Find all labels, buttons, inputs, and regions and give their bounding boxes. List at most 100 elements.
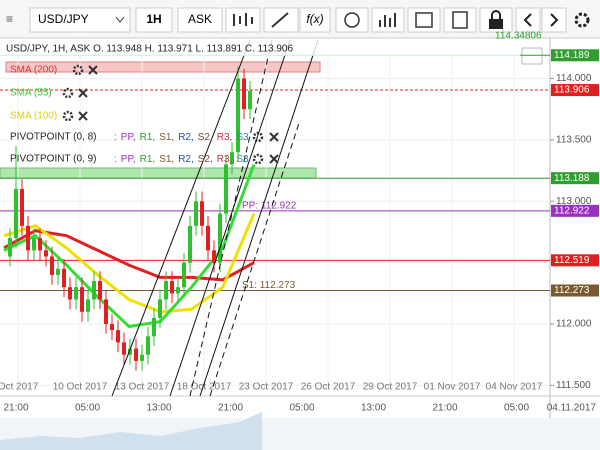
info-button[interactable] [335,7,369,33]
settings-icon[interactable] [574,12,590,28]
pivot-item: R2, [178,154,194,165]
time-label: 21:00 [218,403,243,414]
price-badge [551,204,599,217]
indicator-button[interactable] [371,7,405,33]
pivot-item: R1, [140,132,156,143]
pivot-item: S3 [236,132,249,143]
remove-icon[interactable] [78,88,88,98]
date-label: 29 Oct 2017 [363,382,418,393]
calendar-icon [415,12,433,28]
gear-icon[interactable] [252,131,264,143]
price-badge [551,284,599,297]
gear-icon[interactable] [252,153,264,165]
fx-button[interactable] [299,7,331,33]
candle-body [116,330,120,343]
remove-icon[interactable] [269,154,279,164]
next-button[interactable] [541,7,567,33]
candle-body [218,213,222,263]
candle-body [74,287,78,300]
price-badge [551,49,599,62]
y-tick-label: 112.000 [556,319,592,330]
y-tick-label: 111.500 [556,380,591,391]
pivot-item: PP, [121,154,136,165]
remove-icon[interactable] [78,111,88,121]
calendar-button[interactable] [407,7,441,33]
channel-line [111,39,319,397]
candle-body [194,201,198,226]
candle-body [230,152,234,165]
channel-dash [189,39,301,397]
pivot-item: R1, [140,154,156,165]
pivot-item: S2, [198,154,213,165]
prev-button[interactable] [515,7,541,33]
candle-body [14,188,18,239]
ma-line [3,212,256,314]
price-line-label: PP: 112.922 [242,200,297,211]
remove-icon[interactable] [269,132,279,142]
candle-body [62,268,66,288]
price-badge-label: 112.273 [554,285,590,296]
candle-body [20,188,24,226]
legend-header: USD/JPY, 1H, ASK O. 113.948 H. 113.971 L… [6,44,293,55]
candle-body [236,78,240,153]
candle-body [212,250,216,263]
prev-icon [523,13,532,27]
candle-body [104,299,108,325]
pivot-item: S1, [159,154,174,165]
date-label: 10 Oct 2017 [53,382,108,393]
y-tick-label: 113.500 [556,135,592,146]
pivot-prefix: : [114,154,117,165]
symbol-select[interactable] [29,7,131,33]
top-label: 114.34806 [495,31,542,42]
draw-icon [271,12,289,28]
end-date: 04.11.2017 [547,403,597,414]
gear-icon[interactable] [62,87,74,99]
fx-label: f(x) [306,12,323,26]
navigator-area [0,412,262,450]
price-badge [551,172,599,185]
price-side: ASK [188,12,212,26]
expand-button[interactable] [521,47,543,65]
date-label: 23 Oct 2017 [239,382,294,393]
candle-body [98,281,102,300]
zone-band [0,167,317,179]
time-label: 21:00 [3,403,28,414]
candle-body [248,90,252,110]
side-button[interactable] [177,7,223,33]
pivot-item: PP, [121,132,136,143]
menu-icon[interactable]: ≡ [6,12,13,26]
price-badge-label: 114.189 [554,50,590,61]
candle-body [164,281,168,300]
chart-type-button[interactable] [225,7,261,33]
indicator-label: SMA (200) [10,65,57,76]
date-label: 18 Oct 2017 [177,382,232,393]
next-icon [550,13,559,27]
pivot-item: S3 [236,154,249,165]
candle-body [182,262,186,288]
date-label: 01 Nov 2017 [424,382,481,393]
interval-button[interactable] [135,7,173,33]
candle-body [242,78,246,110]
pivot-item: S1, [159,132,174,143]
candle-body [200,201,204,226]
time-label: 21:00 [432,403,457,414]
candle-body [158,299,162,318]
candle-body [38,238,42,251]
candle-body [140,354,144,361]
remove-icon[interactable] [88,65,98,75]
symbol: USD/JPY [38,12,89,26]
lock-icon [489,19,503,29]
dropdown-arrow [115,16,125,23]
pivot-items: : PP, R1, S1, R2, S2, R3, S3 [114,132,249,143]
gear-icon[interactable] [62,110,74,122]
price-badge [551,254,599,267]
candle-body [128,348,132,355]
time-label: 05:00 [75,403,100,414]
indicator-label: SMA (55) [10,88,52,99]
candle-body [8,238,12,257]
pivot-items: : PP, R1, S1, R2, S2, R3, S3 [114,154,249,165]
gear-icon[interactable] [72,64,84,76]
pivot-label: PIVOTPOINT (0, 8) [10,132,97,143]
candle-body [170,281,174,294]
pivot-item: R3, [217,154,233,165]
